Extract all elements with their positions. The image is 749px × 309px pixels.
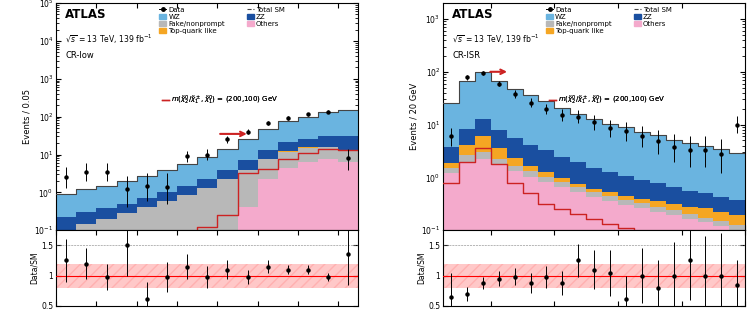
Text: CR-ISR: CR-ISR [452, 51, 480, 60]
Y-axis label: Data/SM: Data/SM [416, 252, 425, 284]
Text: CR-low: CR-low [65, 51, 94, 60]
Legend: $m(\tilde{\chi}^0_2/\tilde{\chi}^\pm_1, \tilde{\chi}^0_1)$ = (200,100) GeV: $m(\tilde{\chi}^0_2/\tilde{\chi}^\pm_1, … [160, 91, 281, 109]
Legend: $m(\tilde{\chi}^0_2/\tilde{\chi}^\pm_1, \tilde{\chi}^0_1)$ = (200,100) GeV: $m(\tilde{\chi}^0_2/\tilde{\chi}^\pm_1, … [546, 91, 668, 109]
Text: $\sqrt{s}$ = 13 TeV, 139 fb$^{-1}$: $\sqrt{s}$ = 13 TeV, 139 fb$^{-1}$ [65, 33, 153, 46]
Text: $\sqrt{s}$ = 13 TeV, 139 fb$^{-1}$: $\sqrt{s}$ = 13 TeV, 139 fb$^{-1}$ [452, 33, 539, 46]
Y-axis label: Events / 0.05: Events / 0.05 [22, 89, 31, 144]
Y-axis label: Data/SM: Data/SM [29, 252, 38, 284]
Text: ATLAS: ATLAS [452, 8, 494, 21]
Y-axis label: Events / 20 GeV: Events / 20 GeV [410, 83, 419, 150]
Text: ATLAS: ATLAS [65, 8, 107, 21]
